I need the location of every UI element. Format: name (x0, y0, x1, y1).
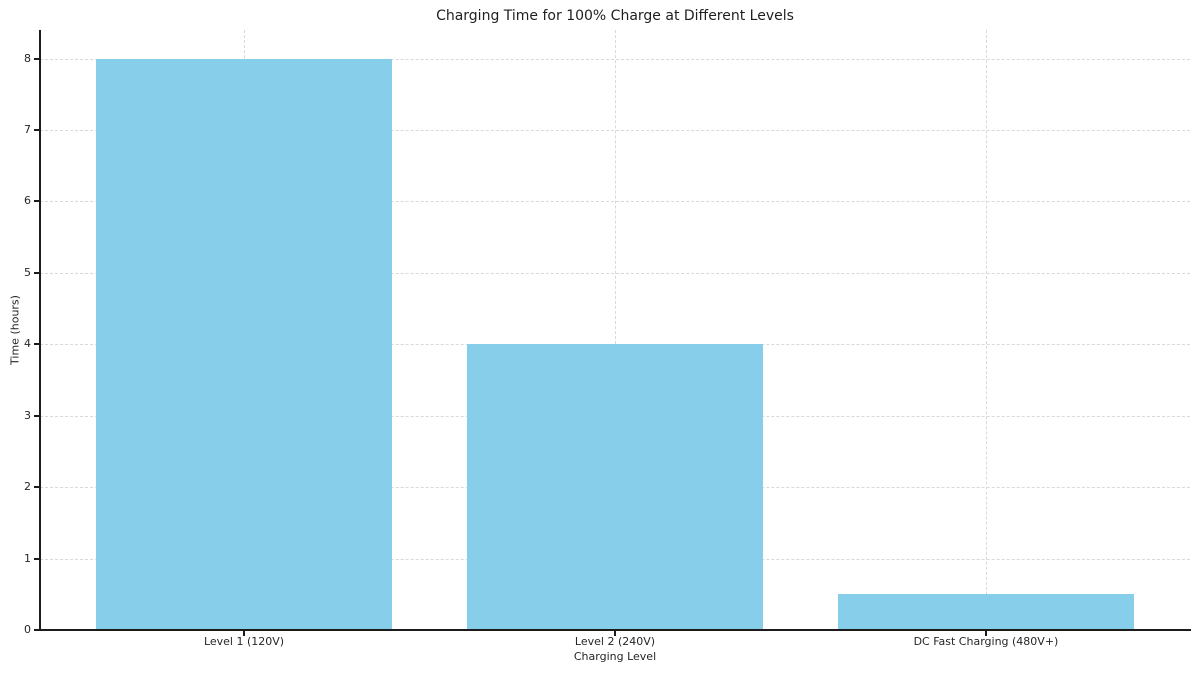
y-tick-mark (34, 486, 39, 489)
y-tick-label: 7 (24, 123, 31, 136)
bar (837, 594, 1135, 630)
x-tick-mark (243, 631, 246, 636)
y-tick-mark (34, 271, 39, 274)
y-axis-spine (39, 30, 41, 631)
y-tick-label: 3 (24, 408, 31, 422)
v-gridline (985, 30, 987, 630)
y-tick-label: 5 (24, 265, 31, 279)
y-tick-label: 4 (24, 337, 31, 351)
v-gridline (615, 30, 616, 630)
x-tick-label: Level 2 (240V) (574, 635, 656, 648)
y-tick-label: 1 (24, 551, 31, 565)
x-tick-label: DC Fast Charging (480V+) (913, 635, 1059, 648)
y-tick-mark (34, 343, 39, 346)
y-tick-mark (34, 57, 39, 60)
y-tick-label: 6 (24, 194, 31, 208)
y-tick-label: 0 (24, 623, 31, 636)
y-tick-mark (34, 629, 39, 631)
bar (466, 344, 764, 630)
x-axis-label: Charging Level (573, 650, 657, 663)
y-tick-label: 2 (24, 480, 31, 494)
y-tick-mark (34, 414, 39, 417)
x-tick-label: Level 1 (120V) (203, 635, 285, 648)
chart-title: Charging Time for 100% Charge at Differe… (436, 8, 794, 24)
y-tick-mark (34, 557, 39, 560)
bar (95, 58, 393, 630)
x-axis-spine (39, 629, 1191, 631)
y-tick-label: 8 (24, 51, 31, 65)
y-tick-mark (34, 200, 39, 203)
x-tick-mark (984, 631, 987, 636)
y-tick-mark (34, 129, 39, 131)
x-tick-mark (614, 631, 616, 636)
